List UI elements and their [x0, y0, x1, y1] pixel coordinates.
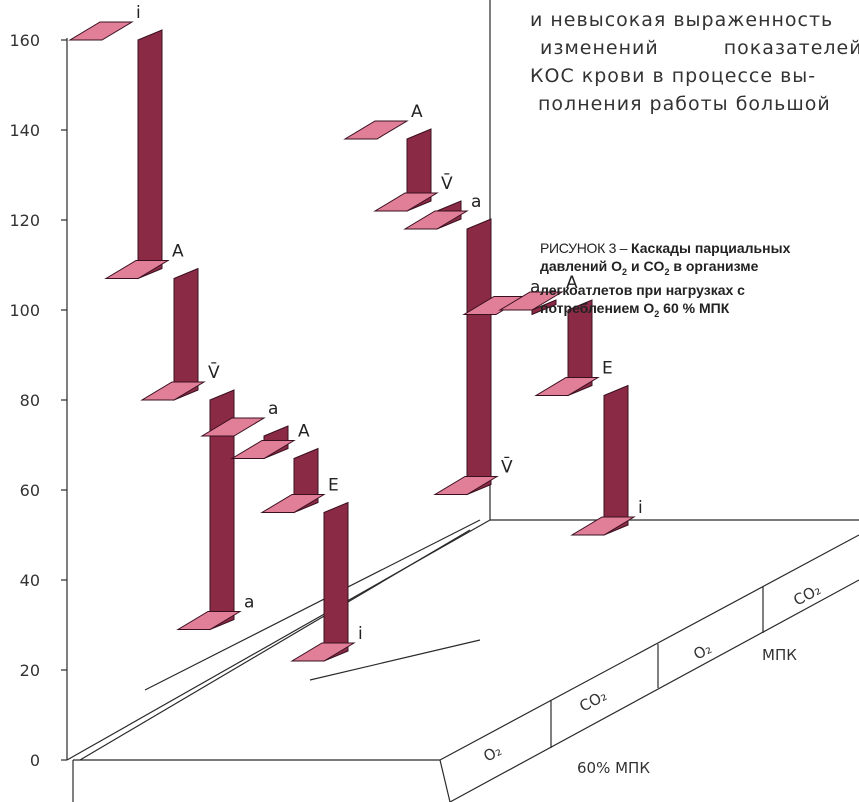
stage-label: A — [566, 273, 578, 293]
cascade-plate — [260, 494, 326, 513]
cascade-riser — [173, 267, 199, 401]
y-axis-ticks: 0 20 40 60 80 100 120 140 160 — [9, 31, 67, 770]
caption-text: потреблением O — [540, 299, 655, 316]
y-tick-label: 160 — [9, 31, 40, 50]
box-frame — [66, 0, 859, 802]
caption-title: Каскады парциальных — [631, 240, 791, 256]
cascade-plate — [140, 381, 206, 401]
base-cell-label: O₂ — [480, 741, 504, 765]
floor-guide-2 — [79, 529, 471, 761]
cascade-plate — [403, 210, 469, 230]
stage-label: A — [298, 422, 310, 442]
stage-label: E — [328, 476, 339, 496]
cascade-plate — [104, 260, 170, 279]
stage-label: V̄ — [501, 455, 513, 477]
y-tick-label: 0 — [30, 751, 40, 770]
base-cell-label: CO₂ — [790, 580, 823, 609]
y-tick-label: 80 — [20, 391, 40, 410]
body-line: и невысокая выраженность — [530, 9, 834, 31]
stage-label: A — [411, 102, 423, 122]
body-line: КОС крови в процессе вы- — [530, 65, 817, 87]
base-load-label: МПК — [762, 646, 797, 664]
cascade-riser — [406, 128, 432, 212]
stage-label: i — [638, 498, 643, 518]
series-0: i A V̄ a — [68, 3, 254, 631]
caption-text: давлений O — [540, 258, 623, 274]
stage-label: a — [268, 399, 278, 419]
stage-label: V̄ — [441, 172, 453, 194]
y-tick-label: 40 — [20, 571, 40, 590]
caption-sub: 2 — [664, 266, 670, 277]
series-2: A V̄ a V̄ — [343, 102, 513, 496]
cascade-plate — [433, 476, 499, 495]
base-load-label: 60% МПК — [577, 759, 650, 777]
y-tick-label: 20 — [20, 661, 40, 680]
y-tick-label: 120 — [9, 211, 40, 230]
cascade-plate — [230, 440, 296, 459]
cascade-plate — [534, 377, 600, 396]
cascade-riser — [209, 389, 235, 631]
stage-label: i — [358, 624, 363, 644]
cascade-plate — [498, 291, 564, 311]
y-tick-label: 100 — [9, 301, 40, 320]
cascade-plate — [373, 192, 439, 212]
stage-label: a — [471, 192, 481, 212]
cascade-plate — [290, 642, 356, 662]
base-cell-label: CO₂ — [576, 686, 609, 715]
caption-lead: РИСУНОК 3 – — [540, 240, 628, 256]
cascade-plate — [200, 417, 266, 437]
caption-sub: 2 — [654, 308, 660, 319]
cascade-riser — [603, 384, 629, 536]
body-text: и невысокая выраженность изменений показ… — [505, 6, 859, 118]
y-tick-label: 60 — [20, 481, 40, 500]
figure-caption: РИСУНОК 3 – Каскады парциальных давлений… — [540, 239, 859, 323]
base-bottom-edge — [449, 579, 859, 802]
cascade-riser — [137, 29, 163, 280]
base-front-edge — [439, 759, 451, 802]
caption-text: 60 % МПК — [659, 299, 730, 316]
caption-text: легкоатлетов при нагрузках с — [540, 281, 745, 298]
caption-text: в организме — [669, 258, 759, 274]
cascade-plate — [68, 21, 134, 41]
caption-text: и CO — [627, 258, 665, 274]
cascade-riser — [323, 501, 349, 662]
floor-guide-3 — [309, 639, 481, 681]
stage-label: V̄ — [208, 361, 220, 383]
series-3: a A Ei — [462, 273, 643, 536]
stage-label: a — [244, 593, 254, 613]
cascade-plate — [343, 120, 409, 140]
cascade-plate — [570, 516, 636, 536]
stage-label: A — [172, 242, 184, 262]
floor-guide-1 — [144, 519, 481, 691]
cascade-riser — [466, 218, 492, 496]
stage-label: a — [530, 278, 540, 298]
stage-label: i — [136, 3, 141, 23]
y-tick-label: 140 — [9, 121, 40, 140]
body-line: изменений показателей — [540, 37, 859, 59]
cascade-plate — [176, 611, 242, 630]
body-line: полнения работы большой — [538, 93, 831, 115]
caption-sub: 2 — [622, 266, 628, 277]
cascade-riser — [531, 299, 557, 316]
stage-label: E — [602, 359, 613, 379]
base-top-edge — [439, 534, 859, 761]
cascade-riser — [567, 299, 593, 397]
